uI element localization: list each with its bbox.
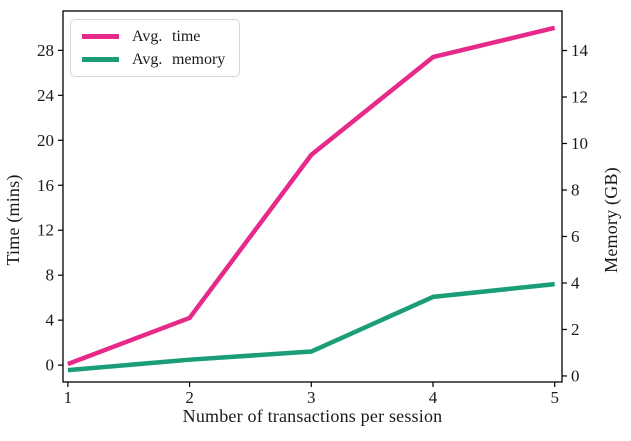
plot-border <box>62 10 563 383</box>
x-tick-label: 5 <box>550 388 559 407</box>
right-tick-label: 14 <box>571 41 589 60</box>
left-tick-label: 24 <box>37 86 55 105</box>
left-tick-label: 12 <box>37 221 54 240</box>
series-line-avg-memory <box>67 281 555 373</box>
x-tick-label: 4 <box>429 388 438 407</box>
x-tick-label: 1 <box>64 388 73 407</box>
right-tick-label: 6 <box>571 227 580 246</box>
x-tick-label: 2 <box>185 388 194 407</box>
y-axis-label-right: Memory (GB) <box>601 167 621 273</box>
legend-item-avg-memory: Avg. memory <box>82 48 225 71</box>
right-tick-label: 0 <box>571 366 580 385</box>
left-tick-label: 16 <box>37 176 54 195</box>
x-axis-label: Number of transactions per session <box>182 406 443 426</box>
left-tick-label: 20 <box>37 131 54 150</box>
legend-label-avg-time: Avg. time <box>132 27 201 45</box>
left-tick-label: 4 <box>46 311 55 330</box>
legend-swatch-avg-time <box>82 34 119 39</box>
left-tick-label: 0 <box>46 356 55 375</box>
x-tick-label: 3 <box>307 388 316 407</box>
right-tick-label: 12 <box>571 88 588 107</box>
left-tick-label: 28 <box>37 41 54 60</box>
right-tick-label: 8 <box>571 180 580 199</box>
legend: Avg. time Avg. memory <box>70 19 241 77</box>
right-tick-label: 4 <box>571 273 580 292</box>
legend-swatch-avg-memory <box>82 57 119 62</box>
legend-item-avg-time: Avg. time <box>82 25 225 48</box>
right-tick-label: 2 <box>571 320 580 339</box>
y-axis-label-left: Time (mins) <box>3 174 23 266</box>
left-tick-label: 8 <box>46 266 55 285</box>
legend-label-avg-memory: Avg. memory <box>132 50 226 68</box>
right-tick-label: 10 <box>571 134 588 153</box>
series-line-avg-time <box>67 25 556 367</box>
